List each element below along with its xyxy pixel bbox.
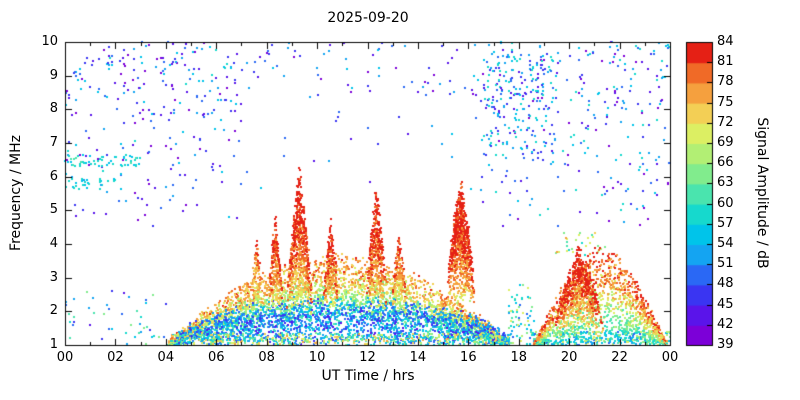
cb-tick-label: 51 <box>717 256 734 272</box>
cb-tick-label: 63 <box>717 175 734 191</box>
y-tick-label: 5 <box>49 202 58 218</box>
cb-tick-label: 48 <box>717 276 734 292</box>
x-tick-label: 00 <box>661 350 679 365</box>
x-tick-label: 04 <box>157 350 175 365</box>
cb-tick-label: 66 <box>717 155 734 171</box>
cb-tick-label: 72 <box>717 114 734 130</box>
y-tick-label: 7 <box>49 135 58 150</box>
x-tick-label: 02 <box>107 350 124 365</box>
x-tick-label: 16 <box>460 350 477 365</box>
cb-tick-label: 57 <box>717 215 734 231</box>
cb-tick-label: 69 <box>717 135 734 150</box>
cb-tick-label: 84 <box>717 34 734 49</box>
y-axis-label: Frequency / MHz <box>8 135 24 251</box>
colorbar-label: Signal Amplitude / dB <box>754 117 770 269</box>
cb-tick-label: 81 <box>717 54 734 70</box>
x-tick-label: 12 <box>359 350 376 365</box>
x-tick-label: 00 <box>56 350 74 365</box>
x-tick-label: 20 <box>560 350 578 365</box>
y-tick-label: 4 <box>49 236 58 251</box>
x-tick-label: 14 <box>409 350 427 365</box>
cb-tick-label: 78 <box>717 74 734 90</box>
x-axis-label: UT Time / hrs <box>321 368 415 384</box>
x-tick-label: 06 <box>207 350 225 365</box>
y-tick-label: 3 <box>49 269 58 285</box>
y-tick-label: 2 <box>49 303 58 319</box>
y-tick-label: 1 <box>49 337 58 352</box>
chart-title: 2025-09-20 <box>327 10 409 26</box>
y-tick-label: 6 <box>49 168 58 184</box>
cb-tick-label: 54 <box>717 236 734 251</box>
x-tick-label: 08 <box>258 350 275 365</box>
cb-tick-label: 75 <box>717 94 734 110</box>
y-tick-label: 10 <box>41 34 58 49</box>
x-tick-label: 10 <box>308 350 326 365</box>
y-tick-label: 9 <box>49 67 58 83</box>
cb-tick-label: 39 <box>717 337 734 352</box>
x-tick-label: 18 <box>510 350 528 365</box>
x-tick-label: 22 <box>611 350 628 365</box>
cb-tick-label: 42 <box>717 316 734 332</box>
cb-tick-label: 60 <box>717 195 734 211</box>
cb-tick-label: 45 <box>717 296 734 312</box>
y-tick-label: 8 <box>49 101 58 117</box>
